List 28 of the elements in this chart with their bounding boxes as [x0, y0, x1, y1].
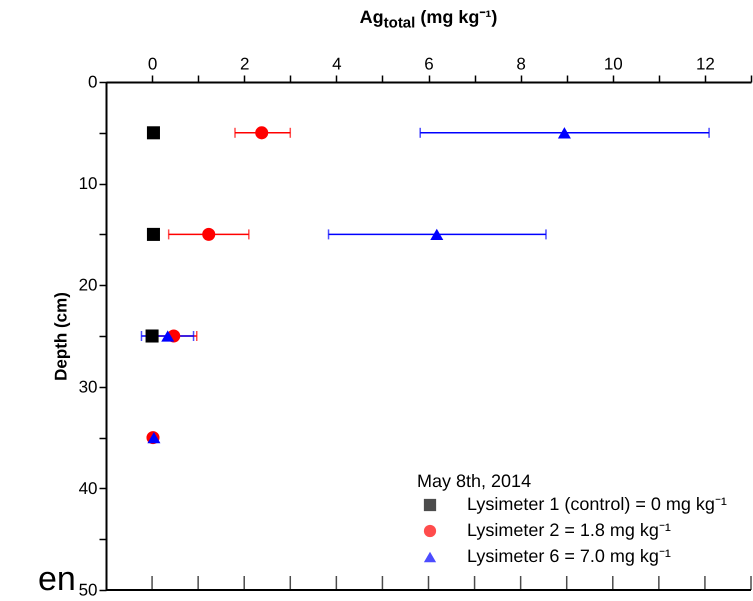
- y-axis-title: Depth (cm): [52, 292, 71, 381]
- text: en: [38, 560, 76, 599]
- x-tick-label: 6: [424, 54, 434, 74]
- point: [146, 228, 160, 241]
- point: [202, 228, 216, 241]
- legend-title: May 8th, 2014: [417, 471, 532, 491]
- point: [558, 127, 571, 138]
- y-tick-label: 20: [78, 276, 98, 295]
- x-tick-label: 12: [696, 54, 715, 74]
- y-tick-label: 10: [78, 174, 98, 194]
- point: [146, 126, 160, 140]
- y-tick-label: 0: [88, 72, 98, 92]
- point: [430, 228, 444, 240]
- legend-label: Lysimeter 2 = 1.8 mg kg⁻¹: [467, 520, 671, 540]
- legend-label: Lysimeter 6 = 7.0 mg kg⁻¹: [467, 546, 671, 566]
- x-tick-label: 8: [516, 54, 526, 74]
- point: [161, 330, 174, 342]
- y-tick-label: 40: [78, 478, 98, 498]
- y-tick-label: 30: [78, 377, 98, 396]
- point: [255, 126, 268, 140]
- x-axis-title: Ag$_{total}$ (mg kg⁻¹): [358, 6, 498, 32]
- point: [146, 329, 159, 343]
- legend-label: Lysimeter 1 (control) = 0 mg kg⁻¹: [467, 494, 727, 514]
- y-tick-label: 50: [78, 580, 98, 600]
- x-tick-label: 0: [148, 54, 158, 74]
- x-tick-label: 10: [604, 54, 623, 74]
- x-tick-label: 4: [332, 54, 342, 74]
- x-tick-label: 2: [240, 54, 250, 74]
